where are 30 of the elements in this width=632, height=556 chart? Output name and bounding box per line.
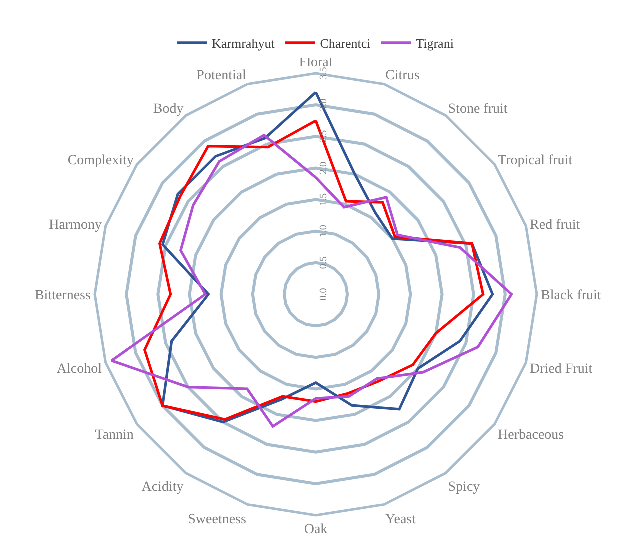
spoke-label: Citrus [386, 68, 420, 84]
y-tick-label: 3.5 [318, 67, 330, 80]
spoke-label: Oak [304, 522, 328, 538]
spoke-label: Body [153, 102, 184, 118]
spoke-label: Dried Fruit [530, 362, 593, 378]
spoke-label: Harmony [49, 218, 102, 233]
spoke-label: Alcohol [56, 362, 102, 378]
spoke-label: Yeast [386, 512, 416, 528]
y-tick-label: 2.5 [318, 130, 330, 143]
spoke-label: Black fruit [541, 288, 602, 304]
spoke-label: Spicy [448, 480, 480, 495]
spoke-label: Herbaceous [498, 428, 564, 443]
y-tick-label: 1.5 [318, 194, 330, 206]
y-tick-label: 1.0 [318, 225, 330, 238]
spoke-label: Sweetness [188, 512, 246, 528]
spoke-label: Acidity [142, 480, 184, 495]
y-tick-label: 0.0 [318, 288, 330, 301]
spoke-label: Tannin [95, 428, 134, 443]
spoke-label: Red fruit [530, 218, 580, 233]
legend-label: Tigrani [416, 36, 454, 52]
legend-label: Charentci [320, 36, 372, 52]
spoke-label: Complexity [68, 154, 134, 169]
spoke-label: Bitterness [34, 288, 91, 304]
spoke-label: Potential [196, 68, 247, 84]
legend-label: Karmrahyut [212, 36, 276, 52]
y-tick-label: 3.0 [318, 98, 330, 112]
y-tick-label: 2.0 [318, 162, 330, 174]
spoke-label: Tropical fruit [498, 154, 573, 169]
spoke-label: Stone fruit [448, 102, 508, 118]
y-tick-label: 0.5 [318, 256, 330, 270]
